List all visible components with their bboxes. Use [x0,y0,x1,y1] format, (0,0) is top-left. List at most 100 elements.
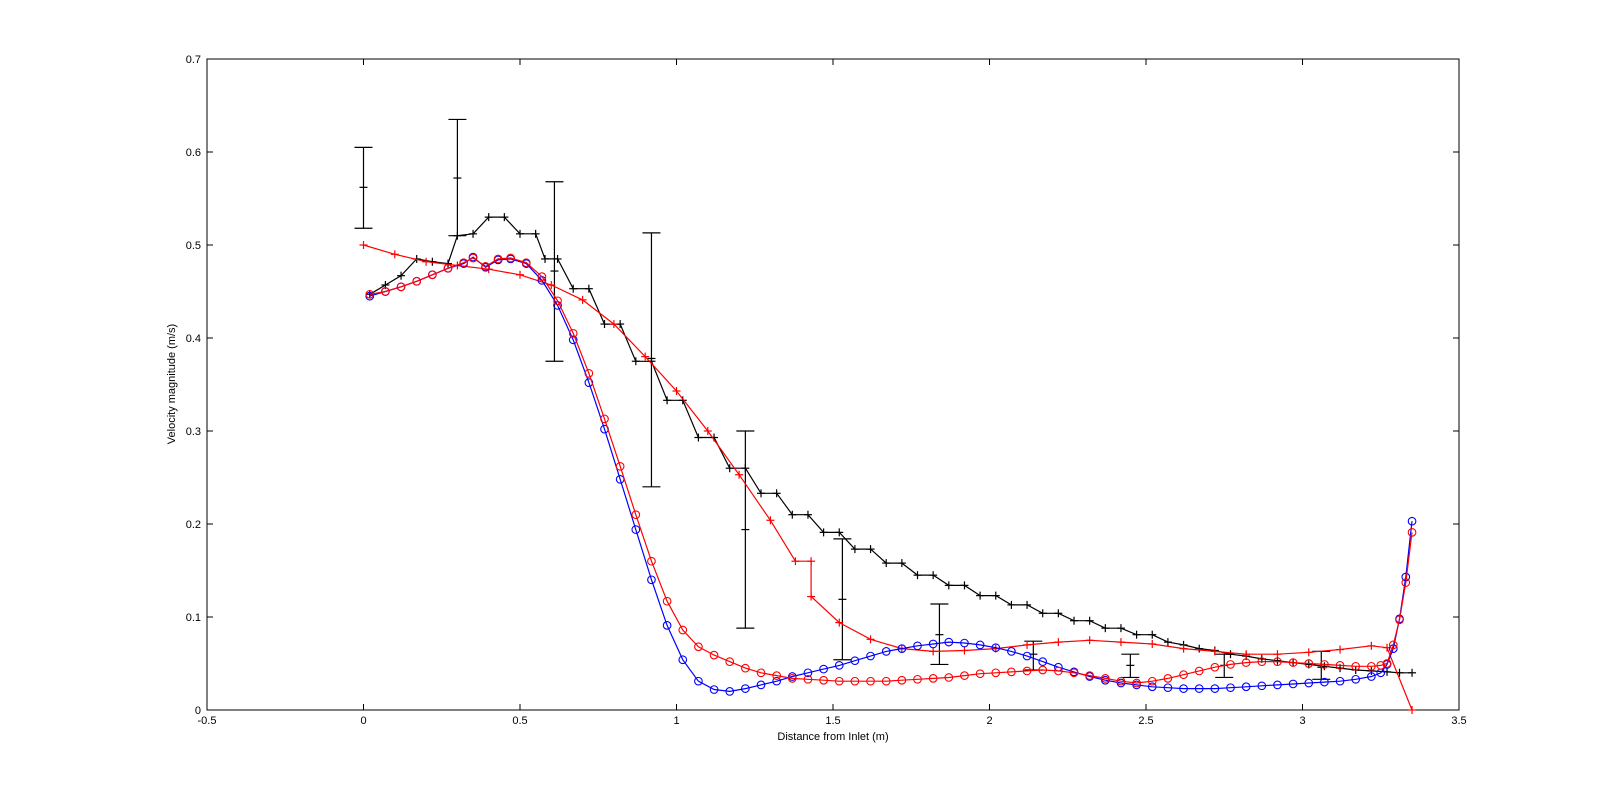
series-2-point-20 [662,621,672,630]
series-3-point-2 [396,282,406,292]
series-0-point-47 [1085,616,1094,625]
series-0 [365,213,1417,677]
y-tick-label-2: 0.2 [186,519,201,531]
series-1-point-10 [672,387,681,396]
series-2-point-41 [991,643,1001,653]
series-2-point-54 [1194,684,1204,693]
series-2-point-34 [881,647,891,656]
series-0-point-28 [788,510,797,519]
series-2-point-58 [1257,681,1267,691]
series-3-point-44 [1038,665,1048,675]
series-1-point-1 [390,250,399,259]
series-1-point-25 [1085,636,1094,645]
x-tick-label-7: 3 [1299,715,1305,727]
series-3-point-20 [662,596,672,606]
series-3-point-42 [1007,667,1016,677]
series-0-point-34 [882,559,891,568]
series-3-point-47 [1085,671,1095,680]
series-3-point-15 [584,368,594,378]
series-0-point-65 [1367,666,1376,675]
series-1-point-26 [1116,638,1125,647]
series-1-point-5 [516,270,524,279]
series-3-point-31 [834,676,844,686]
series-3-point-54 [1194,666,1204,676]
series-3-point-70 [1401,578,1411,587]
series-0-point-54 [1195,644,1204,653]
y-axis-label: Velocity magnitude (m/s) [166,324,178,444]
series-2-point-22 [694,676,703,686]
series-0-point-41 [991,591,1000,600]
series-1-point-24 [1054,638,1063,647]
series-3-point-43 [1022,666,1032,676]
series-2-point-31 [834,661,844,670]
series-0-point-51 [1148,630,1157,639]
series-1-point-28 [1179,644,1188,653]
series-0-point-62 [1320,662,1329,671]
series-3-point-3 [412,276,422,286]
series-3-point-12 [537,272,547,281]
series-2-point-40 [975,640,985,650]
series-2-point-51 [1147,682,1157,692]
x-tick-label-0: -0.5 [198,715,217,727]
series-3-point-0 [365,289,375,299]
series-3-point-11 [521,258,531,268]
y-tick-label-0: 0 [195,705,201,717]
series-1-point-15 [807,557,816,566]
series-0-point-7 [469,229,478,238]
series-1-point-20 [929,647,938,656]
series-3-point-49 [1116,676,1126,686]
series-0-point-9 [500,213,509,222]
series-3-point-52 [1163,674,1173,683]
series-3-point-60 [1288,658,1298,667]
series-1-point-8 [609,320,618,329]
series-2-point-26 [756,680,766,690]
series-0-point-20 [663,396,672,405]
series-1-point-32 [1304,648,1313,657]
series-0-point-32 [850,545,859,554]
series-1-point-29 [1210,647,1219,656]
series-3-point-62 [1320,660,1329,669]
series-3-point-58 [1257,657,1267,666]
series-0-point-29 [803,510,812,519]
series-3-point-25 [741,663,750,673]
series-3-point-19 [647,556,656,566]
error-bar-6 [930,603,949,666]
series-0-point-39 [960,581,969,590]
series-1-point-12 [735,470,744,479]
error-bar-4 [736,430,755,629]
series-2-point-57 [1241,682,1251,692]
series-0-point-43 [1023,600,1032,609]
series-0-point-40 [976,591,985,600]
series-3-point-13 [553,296,562,306]
series-2-point-65 [1367,672,1376,681]
series-1 [359,241,1417,714]
series-3-point-10 [506,253,515,263]
series-2-point-29 [803,668,813,678]
x-tick-label-1: 0 [360,715,366,727]
series-0-point-2 [397,271,406,280]
series-3-point-53 [1179,670,1188,680]
series-3-point-37 [928,674,938,683]
series-3-point-56 [1226,660,1235,669]
x-tick-label-5: 2 [986,715,992,727]
series-3-point-24 [725,657,735,666]
series-0-point-6 [453,231,462,240]
x-axis-label: Distance from Inlet (m) [777,731,888,743]
series-3-point-29 [803,674,813,684]
series-3-point-23 [709,650,719,660]
series-3-point-16 [600,414,609,424]
series-0-point-38 [944,581,953,590]
x-tick-label-4: 1.5 [825,715,840,727]
series-1-point-27 [1148,639,1157,648]
series-3-point-26 [756,668,766,678]
x-tick-label-3: 1 [673,715,679,727]
series-2-point-62 [1320,677,1329,687]
series-0-point-26 [757,489,766,498]
series-0-point-21 [678,396,687,405]
series-2-point-63 [1335,676,1345,686]
series-2-point-18 [631,525,641,534]
series-3-point-66 [1376,661,1386,670]
series-0-point-49 [1116,624,1125,633]
series-3-point-36 [913,674,922,684]
series-0-point-35 [897,559,906,568]
